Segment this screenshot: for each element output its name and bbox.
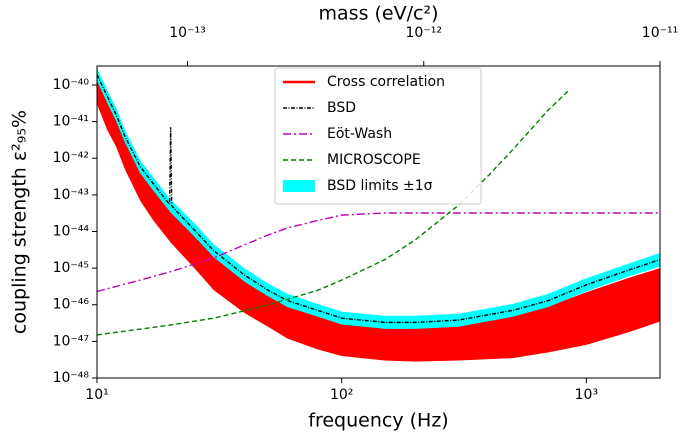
legend-label: Cross correlation — [327, 74, 445, 90]
y-tick-label: 10⁻⁴¹ — [53, 114, 89, 130]
x2-tick-label: 10⁻¹² — [406, 25, 442, 41]
x2-tick-label: 10⁻¹³ — [169, 25, 205, 41]
y-tick-label: 10⁻⁴⁶ — [53, 297, 90, 313]
plot-frame — [96, 65, 661, 379]
legend-label: BSD — [327, 100, 356, 116]
y-axis-label: coupling strength ε²₉₅% — [9, 110, 31, 334]
legend-label: BSD limits ±1σ — [327, 178, 433, 194]
y-tick-label: 10⁻⁴² — [53, 150, 89, 166]
x-tick-label: 10² — [330, 387, 353, 403]
plot — [97, 68, 660, 362]
band — [97, 70, 660, 362]
y-tick-label: 10⁻⁴⁸ — [53, 370, 90, 386]
x-axis-label: frequency (Hz) — [308, 410, 448, 432]
line — [97, 89, 570, 336]
line — [97, 74, 660, 324]
legend-swatch — [283, 180, 315, 192]
x-tick-label: 10¹ — [85, 387, 108, 403]
y-tick-label: 10⁻⁴⁷ — [53, 333, 89, 349]
y-tick-label: 10⁻⁴⁴ — [53, 223, 90, 239]
y-tick-label: 10⁻⁴⁰ — [53, 77, 90, 93]
line — [97, 212, 660, 293]
y-tick-label: 10⁻⁴³ — [53, 187, 89, 203]
y-tick-label: 10⁻⁴⁵ — [53, 260, 89, 276]
x2-tick-label: 10⁻¹¹ — [642, 25, 678, 41]
x-tick-label: 10³ — [575, 387, 598, 403]
x2-axis-label: mass (eV/c²) — [319, 3, 439, 25]
legend-label: Eöt-Wash — [327, 126, 392, 142]
legend-box — [274, 67, 482, 205]
legend-label: MICROSCOPE — [327, 152, 421, 168]
band — [97, 68, 660, 329]
